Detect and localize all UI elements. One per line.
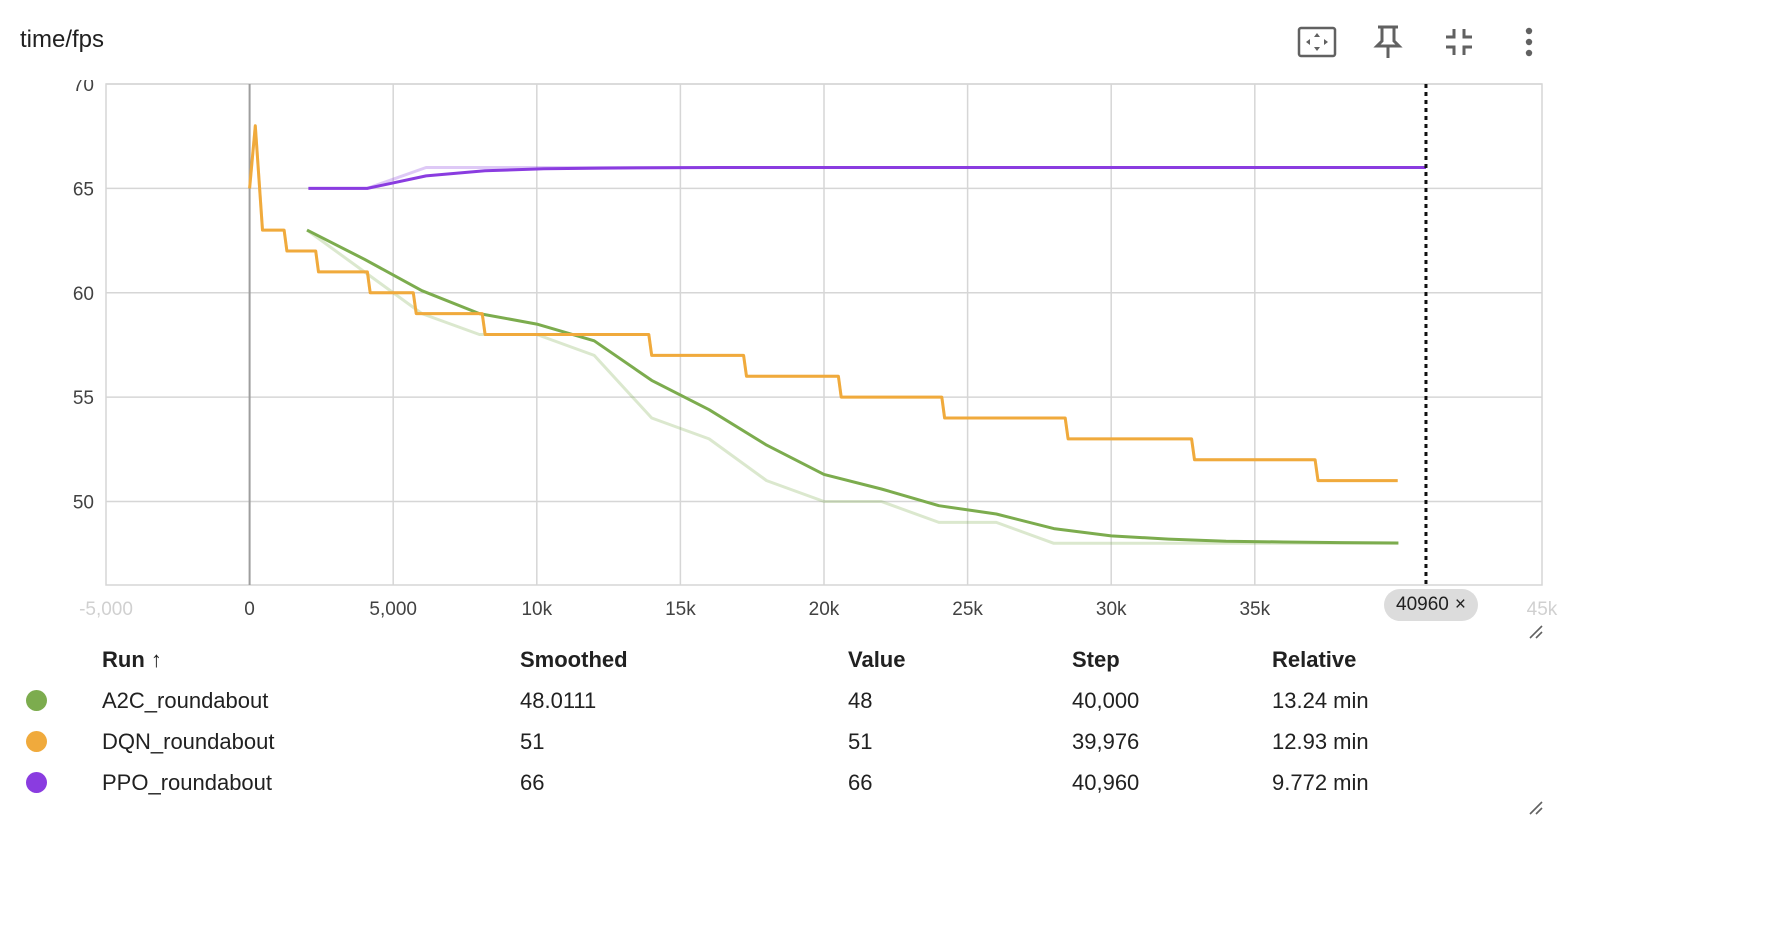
step-cursor-badge[interactable]: 40960 × bbox=[1384, 589, 1478, 621]
smoothed-line-DQN_roundabout bbox=[248, 124, 1398, 483]
raw-value: 51 bbox=[848, 728, 873, 754]
smoothed-lines bbox=[248, 124, 1426, 545]
step-column-header[interactable]: Step bbox=[1072, 647, 1120, 672]
step-value: 40,960 bbox=[1072, 769, 1140, 795]
relative-column-header[interactable]: Relative bbox=[1272, 647, 1357, 672]
x-tick-label: 25k bbox=[952, 599, 983, 620]
y-tick-label: 50 bbox=[73, 493, 94, 514]
x-tick-label: 10k bbox=[521, 599, 552, 620]
run-name: DQN_roundabout bbox=[102, 728, 275, 754]
y-tick-label: 70 bbox=[73, 80, 94, 96]
raw-value: 48 bbox=[848, 687, 873, 713]
run-color-dot bbox=[26, 731, 47, 752]
line-chart[interactable]: 50 55 60 65 70 0 5,000 10k 15k 20k 25k 30k 35k -5,000… bbox=[0, 80, 1774, 640]
tick-labels: 50 55 60 65 70 0 5,000 10k 15k 20k 25k 30k 35k -5,000… bbox=[73, 80, 1558, 620]
smoothed-value: 66 bbox=[520, 769, 545, 795]
runs-table: Run ↑ Smoothed Value Step Relative A2C_r… bbox=[0, 640, 1532, 803]
smoothed-line-PPO_roundabout bbox=[308, 166, 1426, 190]
collapse-button[interactable] bbox=[1434, 20, 1484, 64]
pin-icon bbox=[1373, 25, 1403, 58]
smoothed-value: 48.0111 bbox=[520, 687, 597, 713]
value-column-header[interactable]: Value bbox=[848, 647, 906, 672]
x-tick-label: 5,000 bbox=[369, 599, 417, 620]
smoothed-line-A2C_roundabout bbox=[306, 228, 1399, 545]
more-options-button[interactable] bbox=[1504, 20, 1554, 64]
y-tick-label: 65 bbox=[73, 179, 94, 200]
table-row: A2C_roundabout 48.0111 48 40,000 13.24 m… bbox=[0, 680, 1532, 721]
fit-domain-icon bbox=[1297, 26, 1337, 58]
table-header-row: Run ↑ Smoothed Value Step Relative bbox=[0, 640, 1532, 680]
x-tick-label: 30k bbox=[1096, 599, 1127, 620]
more-vert-icon bbox=[1525, 27, 1533, 57]
resize-handle-icon[interactable] bbox=[1528, 624, 1544, 640]
resize-handle-icon[interactable] bbox=[1528, 800, 1544, 816]
x-tick-label: 45k bbox=[1527, 599, 1558, 620]
smoothed-column-header[interactable]: Smoothed bbox=[520, 647, 628, 672]
table-row: PPO_roundabout 66 66 40,960 9.772 min bbox=[0, 762, 1532, 803]
smoothed-value: 51 bbox=[520, 728, 545, 754]
fit-domain-button[interactable] bbox=[1292, 20, 1342, 64]
run-name: A2C_roundabout bbox=[102, 687, 269, 713]
chart-title: time/fps bbox=[20, 26, 105, 53]
y-tick-label: 55 bbox=[73, 388, 94, 409]
grid bbox=[105, 83, 1543, 586]
step-value: 40,000 bbox=[1072, 687, 1140, 713]
x-tick-label: 20k bbox=[809, 599, 840, 620]
run-name: PPO_roundabout bbox=[102, 769, 273, 795]
x-tick-label: 35k bbox=[1239, 599, 1270, 620]
raw-value: 66 bbox=[848, 769, 873, 795]
run-column-header[interactable]: Run ↑ bbox=[102, 647, 162, 672]
raw-line-A2C_roundabout bbox=[306, 228, 1399, 545]
table-row: DQN_roundabout 51 51 39,976 12.93 min bbox=[0, 721, 1532, 762]
x-tick-label: 15k bbox=[665, 599, 696, 620]
y-tick-label: 60 bbox=[73, 284, 94, 305]
pin-button[interactable] bbox=[1363, 20, 1413, 64]
relative-time: 12.93 min bbox=[1272, 728, 1369, 754]
x-tick-label: 0 bbox=[244, 599, 255, 620]
close-icon[interactable]: × bbox=[1454, 594, 1466, 615]
run-color-dot bbox=[26, 690, 47, 711]
collapse-icon bbox=[1446, 29, 1472, 55]
x-tick-label: -5,000 bbox=[79, 599, 133, 620]
relative-time: 9.772 min bbox=[1272, 769, 1369, 795]
step-value: 39,976 bbox=[1072, 728, 1140, 754]
step-cursor-label: 40960 bbox=[1396, 594, 1449, 615]
relative-time: 13.24 min bbox=[1272, 687, 1369, 713]
run-color-dot bbox=[26, 772, 47, 793]
